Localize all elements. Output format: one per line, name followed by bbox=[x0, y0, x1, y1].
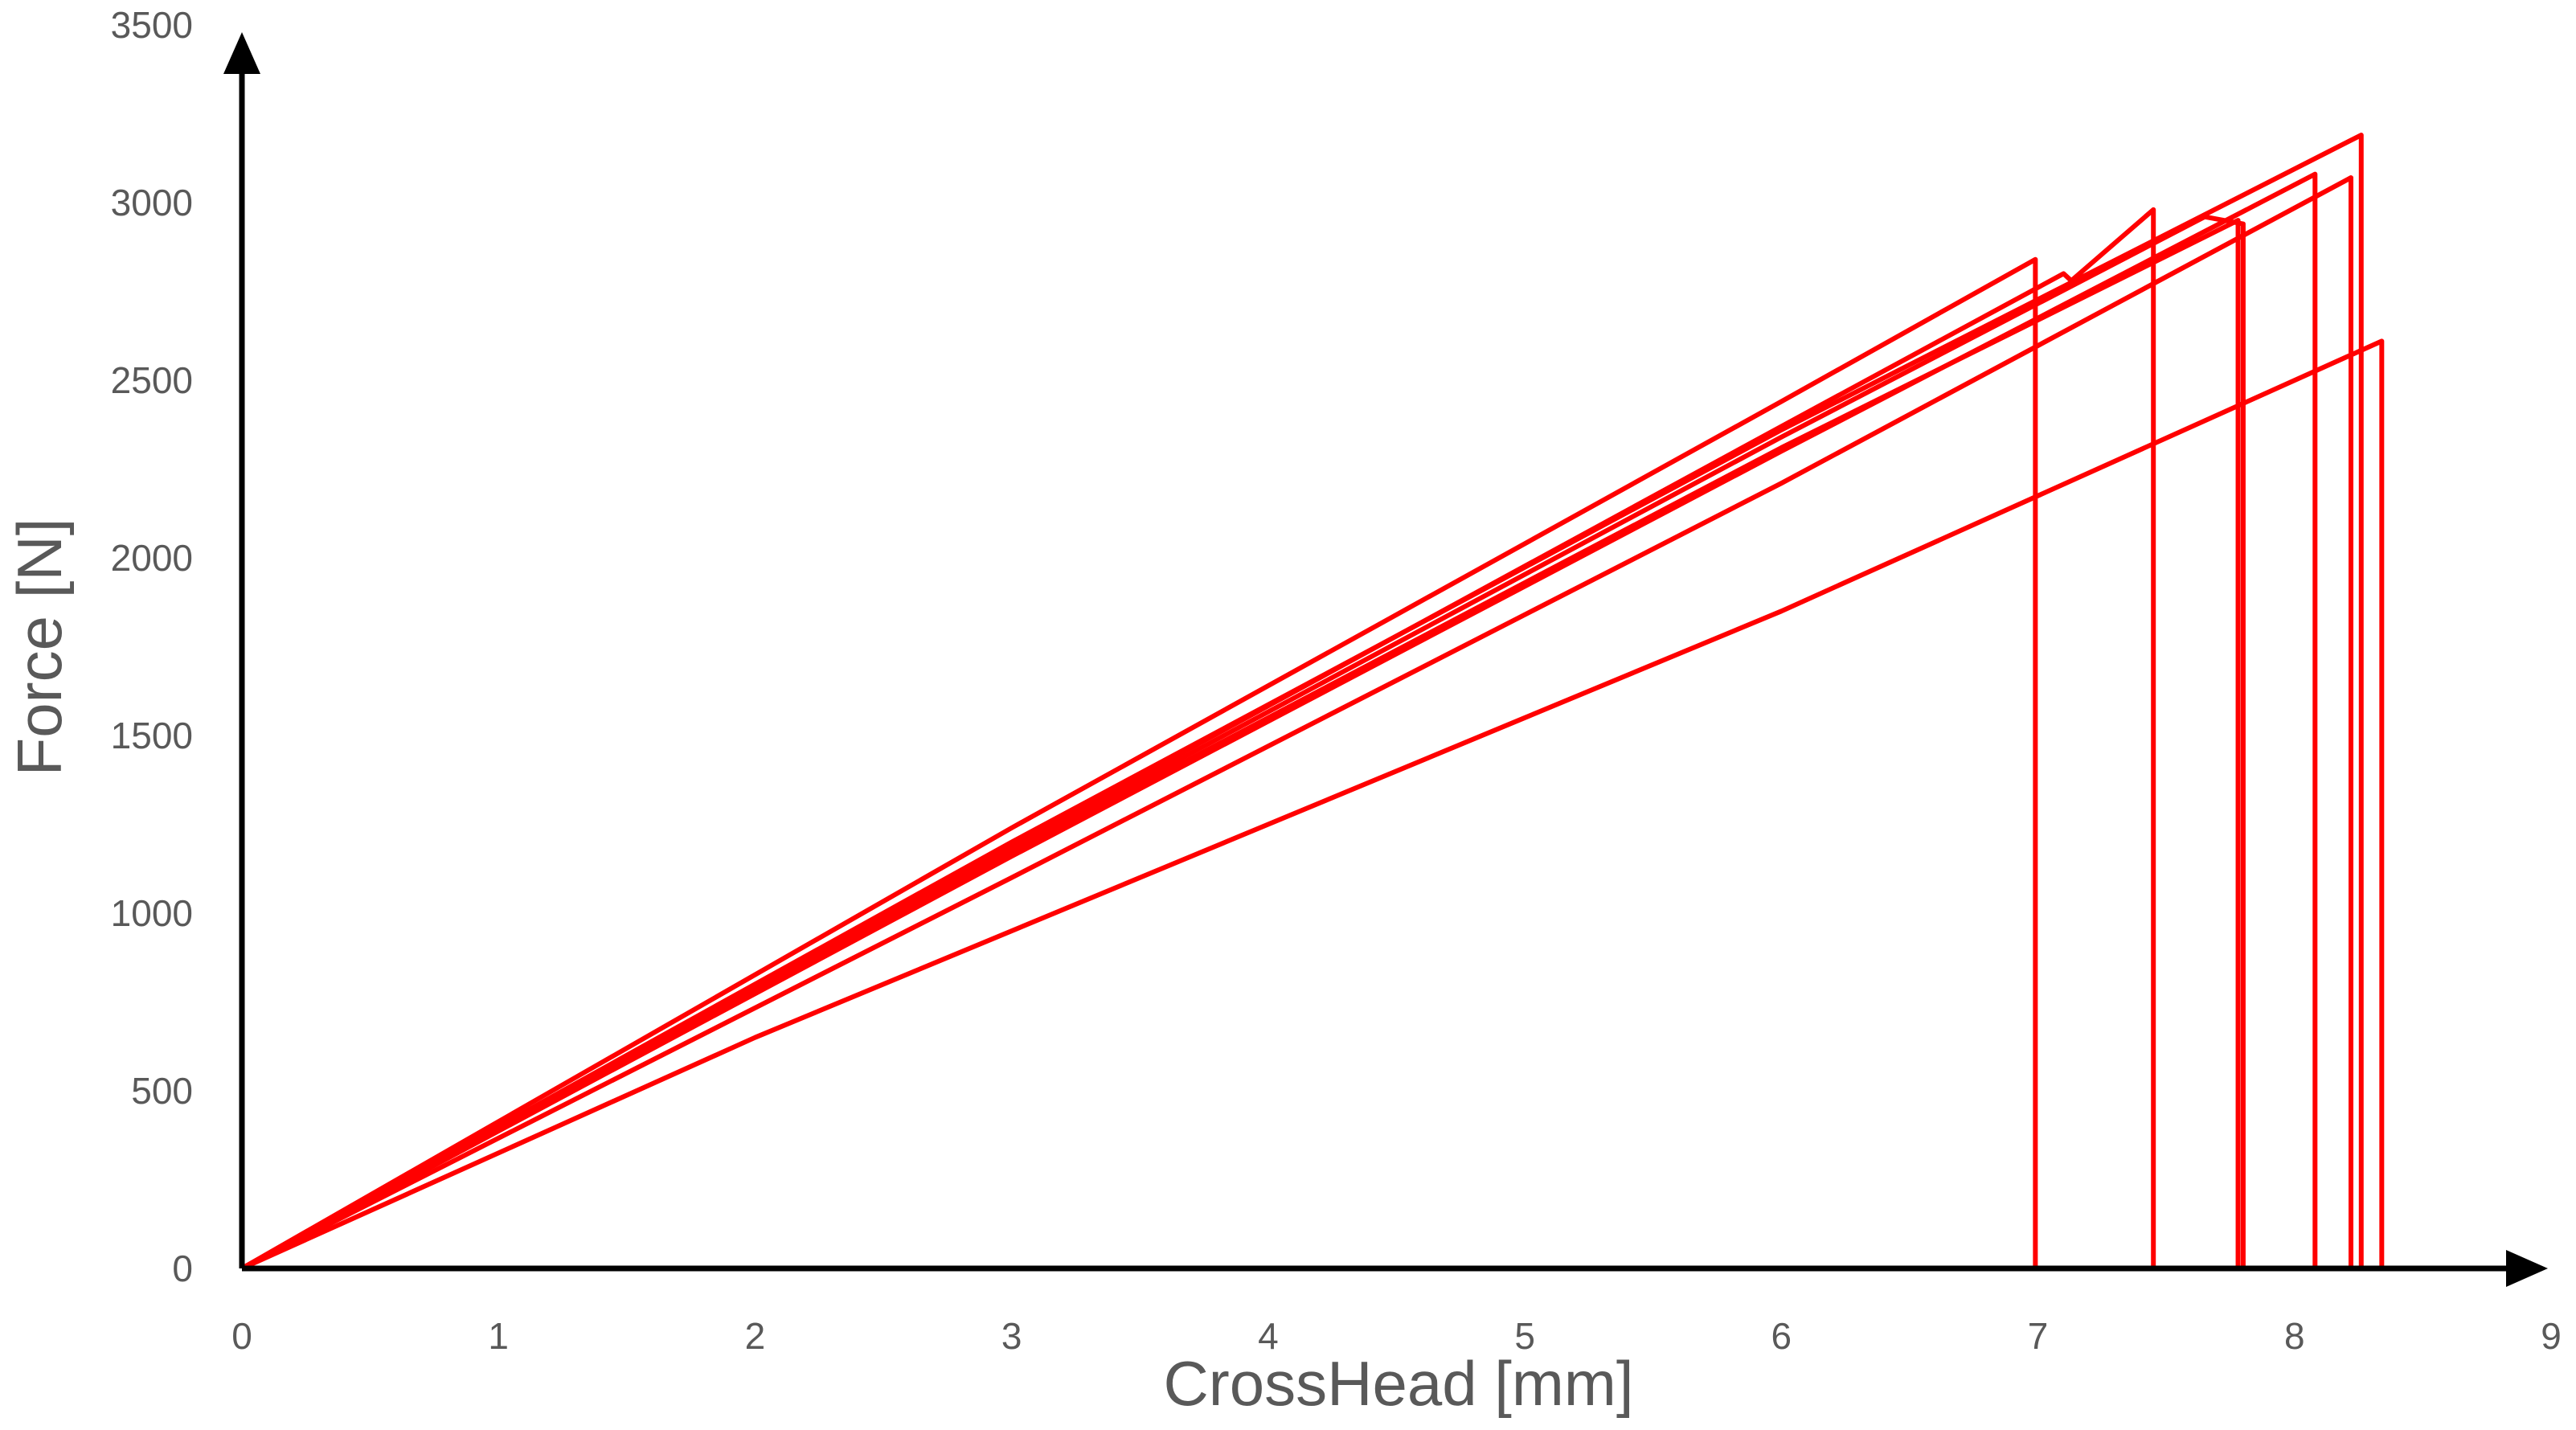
series-line-5 bbox=[240, 171, 2318, 1271]
x-axis-arrow-icon bbox=[2506, 1250, 2548, 1287]
y-tick-label: 1000 bbox=[111, 892, 193, 934]
x-axis-title: CrossHead [mm] bbox=[1163, 1348, 1633, 1419]
y-tick-labels: 0 500 1000 1500 2000 2500 3000 3500 bbox=[111, 4, 193, 1289]
x-tick-labels: 0 1 2 3 4 5 6 7 8 9 bbox=[231, 1315, 2562, 1357]
series-layer bbox=[240, 133, 2385, 1271]
y-tick-label: 3000 bbox=[111, 182, 193, 223]
x-tick-label: 6 bbox=[1771, 1315, 1792, 1357]
y-tick-label: 0 bbox=[172, 1248, 193, 1289]
series-line-2 bbox=[240, 207, 2156, 1271]
series-line-4 bbox=[240, 214, 2246, 1271]
y-tick-label: 2500 bbox=[111, 359, 193, 401]
x-tick-label: 4 bbox=[1258, 1315, 1279, 1357]
series-line-8 bbox=[240, 338, 2385, 1271]
x-tick-label: 1 bbox=[488, 1315, 509, 1357]
x-tick-label: 0 bbox=[231, 1315, 252, 1357]
y-tick-label: 500 bbox=[131, 1070, 193, 1112]
y-axis-title: Force [N] bbox=[4, 518, 75, 776]
series-line-6 bbox=[240, 175, 2354, 1271]
x-tick-label: 7 bbox=[2028, 1315, 2049, 1357]
series-line-1 bbox=[240, 256, 2038, 1271]
x-tick-label: 8 bbox=[2284, 1315, 2305, 1357]
series-line-3 bbox=[240, 218, 2241, 1271]
y-tick-label: 2000 bbox=[111, 537, 193, 579]
y-tick-label: 1500 bbox=[111, 715, 193, 756]
x-tick-label: 2 bbox=[745, 1315, 766, 1357]
series-line-7 bbox=[240, 133, 2364, 1271]
y-axis-arrow-icon bbox=[223, 32, 260, 74]
x-tick-label: 3 bbox=[1001, 1315, 1022, 1357]
y-tick-label: 3500 bbox=[111, 4, 193, 46]
x-tick-label: 5 bbox=[1514, 1315, 1535, 1357]
x-tick-label: 9 bbox=[2541, 1315, 2562, 1357]
